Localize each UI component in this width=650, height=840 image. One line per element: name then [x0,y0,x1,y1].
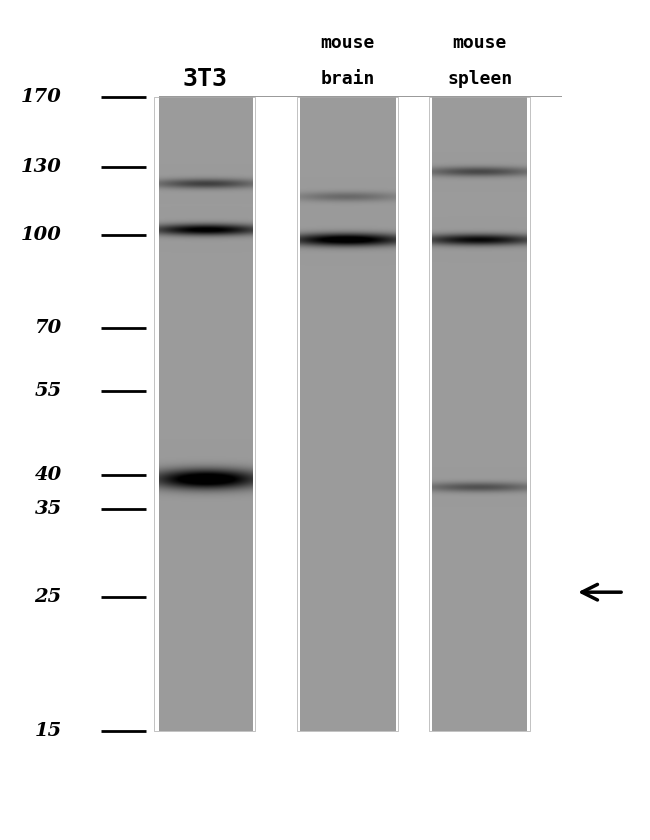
Text: 170: 170 [21,87,62,106]
Text: brain: brain [320,71,375,88]
Text: 3T3: 3T3 [182,66,228,91]
Text: 40: 40 [34,465,62,484]
Text: 55: 55 [34,382,62,401]
Bar [155,97,255,731]
Bar [151,97,157,731]
Bar [398,97,429,731]
Text: 25: 25 [34,588,62,606]
Bar [252,97,257,731]
Text: 35: 35 [34,501,62,518]
Text: 100: 100 [21,226,62,244]
Bar [530,97,562,731]
Text: 70: 70 [34,319,62,338]
Bar [295,97,300,731]
Bar [395,97,400,731]
Text: 15: 15 [34,722,62,740]
Bar [255,97,298,731]
Bar [429,97,530,731]
Text: mouse: mouse [452,34,507,52]
Bar [528,97,533,731]
Bar [298,97,398,731]
Bar [155,97,159,731]
Bar [426,97,432,731]
Text: mouse: mouse [320,34,375,52]
Text: spleen: spleen [447,71,512,88]
Text: 130: 130 [21,158,62,176]
